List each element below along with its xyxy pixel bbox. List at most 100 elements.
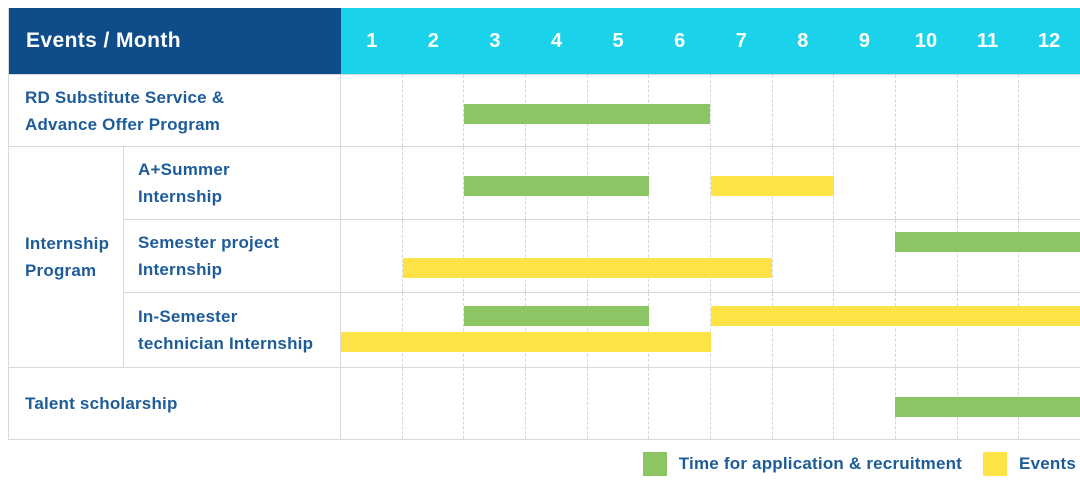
label-line: Semester project	[138, 233, 280, 252]
timeline-cell-in-semester-technician-internship	[341, 292, 1080, 367]
month-gridline-column	[403, 220, 465, 292]
month-label-11: 11	[976, 29, 999, 52]
legend-label-recruitment: Time for application & recruitment	[678, 454, 963, 473]
month-gridline-column	[588, 293, 650, 367]
month-gridline-column	[649, 368, 712, 439]
timeline-cell-a-plus-summer-internship	[341, 146, 1080, 219]
month-gridline-column	[834, 293, 897, 367]
month-gridline-column	[649, 293, 712, 367]
month-gridline-column	[1019, 293, 1080, 367]
gantt-bar-recruitment	[464, 103, 711, 124]
month-gridline-column	[773, 147, 835, 219]
month-label-7: 7	[735, 29, 747, 52]
month-gridline-column	[958, 147, 1020, 219]
month-gridline-column	[896, 147, 958, 219]
month-gridline-column	[896, 220, 958, 292]
legend: Time for application & recruitment Event…	[8, 452, 1076, 476]
row-label-in-semester-technician-internship: In-Semester technician Internship	[124, 292, 341, 367]
timeline-cell-talent-scholarship	[341, 367, 1080, 439]
month-gridline-column	[896, 75, 958, 146]
label-line: technician Internship	[138, 334, 314, 353]
month-gridline-column	[773, 220, 835, 292]
month-label-12: 12	[1038, 29, 1061, 52]
month-gridline-column	[403, 293, 465, 367]
gantt-bar-recruitment	[464, 306, 649, 326]
row-label-a-plus-summer-internship: A+Summer Internship	[124, 146, 341, 219]
gantt-bar-events	[710, 176, 834, 196]
legend-item-recruitment: Time for application & recruitment	[642, 452, 963, 476]
month-gridline-column	[834, 147, 897, 219]
month-label-9: 9	[858, 29, 870, 52]
month-gridline-column	[773, 368, 835, 439]
label-line: In-Semester	[138, 307, 238, 326]
gantt-bar-recruitment	[464, 176, 649, 196]
month-gridline-column	[649, 75, 712, 146]
month-gridline-column	[341, 75, 403, 146]
month-gridline-column	[464, 293, 527, 367]
gantt-bar-events	[341, 332, 711, 352]
month-gridline-column	[526, 220, 588, 292]
month-gridline-column	[341, 220, 403, 292]
recruitment-swatch-icon	[642, 452, 667, 476]
month-gridline-column	[958, 293, 1020, 367]
label-line: RD Substitute Service &	[25, 87, 225, 107]
group-label-internship-program: Internship Program	[9, 146, 124, 367]
month-gridline-column	[403, 368, 465, 439]
month-gridline-column	[1019, 220, 1080, 292]
month-label-5: 5	[612, 29, 624, 52]
month-label-10: 10	[914, 29, 938, 52]
row-label-rd-substitute-service: RD Substitute Service & Advance Offer Pro…	[9, 74, 341, 146]
gantt-bar-recruitment	[895, 396, 1080, 417]
month-gridline-column	[649, 147, 712, 219]
month-label-1: 1	[366, 29, 378, 52]
events-swatch-icon	[983, 452, 1008, 476]
row-label-talent-scholarship: Talent scholarship	[9, 367, 341, 439]
label-line: Talent scholarship	[25, 394, 178, 413]
month-gridline-column	[711, 368, 773, 439]
month-label-8: 8	[797, 29, 809, 52]
month-gridlines	[341, 220, 1080, 292]
gantt-bar-events	[710, 306, 1080, 326]
month-gridlines	[341, 293, 1080, 367]
timeline-cell-semester-project-internship	[341, 219, 1080, 292]
month-gridline-column	[958, 220, 1020, 292]
month-gridline-column	[773, 75, 835, 146]
month-gridlines	[341, 75, 1080, 146]
month-gridline-column	[464, 368, 527, 439]
label-line: A+Summer	[138, 160, 230, 179]
label-line: Internship	[25, 234, 110, 253]
month-gridline-column	[588, 368, 650, 439]
month-gridline-column	[649, 220, 712, 292]
month-gridline-column	[711, 220, 773, 292]
month-label-6: 6	[674, 29, 686, 52]
gantt-bar-recruitment	[895, 232, 1080, 252]
legend-label-events: Events	[1019, 454, 1076, 473]
month-gridline-column	[773, 293, 835, 367]
month-gridline-column	[341, 368, 403, 439]
label-line: Program	[25, 261, 97, 280]
label-line: Advance Offer Program	[25, 114, 221, 134]
month-gridline-column	[1019, 147, 1080, 219]
month-label-4: 4	[550, 29, 563, 52]
month-gridline-column	[464, 220, 527, 292]
month-label-3: 3	[489, 29, 501, 52]
month-gridline-column	[1019, 75, 1080, 146]
month-gridline-column	[834, 220, 897, 292]
label-line: Internship	[138, 260, 223, 279]
month-gridline-column	[341, 293, 403, 367]
legend-item-events: Events	[983, 452, 1076, 476]
month-gridline-column	[341, 147, 403, 219]
timeline-cell-rd-substitute-service	[341, 74, 1080, 146]
month-gridline-column	[711, 75, 773, 146]
month-gridline-column	[526, 293, 588, 367]
month-header-row: 1 2 3 4 5 6 7 8 9 10 11 12	[341, 8, 1080, 74]
month-gridline-column	[834, 75, 897, 146]
label-line: Internship	[138, 187, 223, 206]
month-gridline-column	[711, 293, 773, 367]
month-gridline-column	[896, 293, 958, 367]
month-label-2: 2	[427, 29, 439, 52]
events-month-table: Events / Month 1 2 3 4 5 6 7 8 9 10 11 12 RD Substi…	[8, 8, 1080, 440]
table-header-title: Events / Month	[9, 8, 341, 74]
month-gridline-column	[958, 75, 1020, 146]
